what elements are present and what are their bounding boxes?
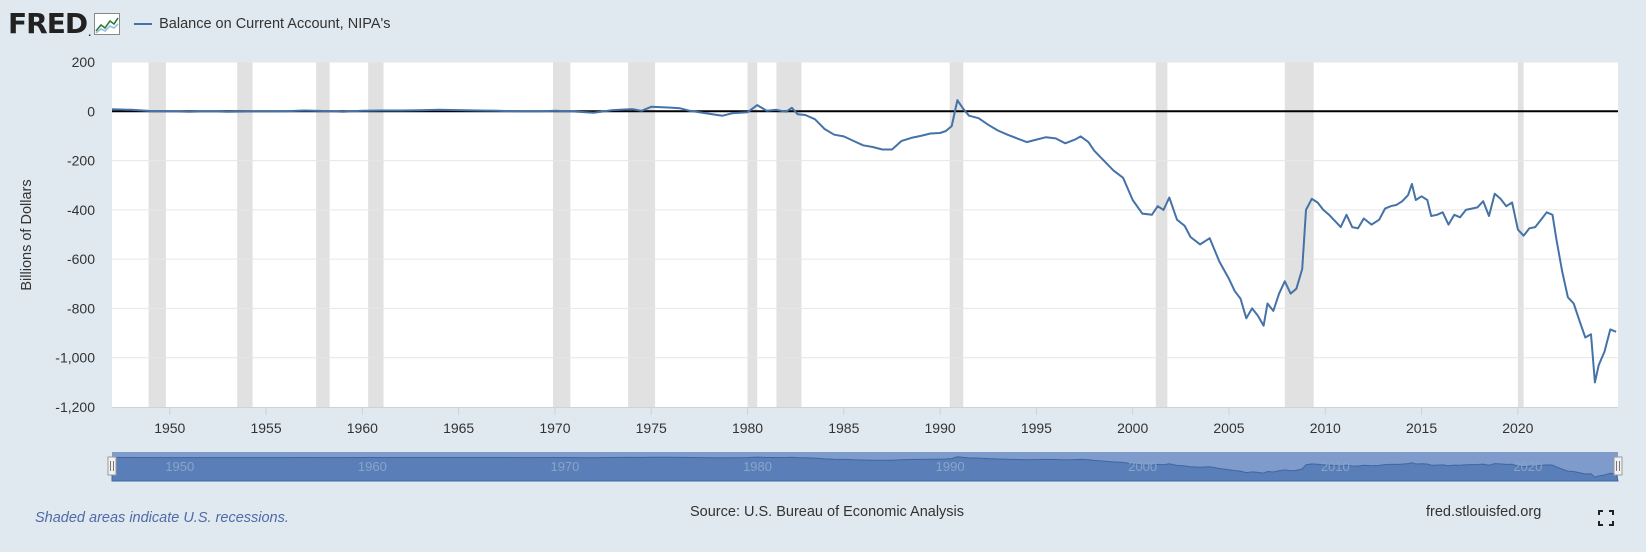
recession-band <box>1155 62 1168 407</box>
gridlines <box>112 61 1618 359</box>
x-tick-label: 1980 <box>732 420 763 436</box>
navigator-left-handle[interactable] <box>107 456 117 476</box>
recession-band <box>1284 62 1314 407</box>
y-tick-label: -800 <box>67 300 95 316</box>
recession-band <box>949 62 964 407</box>
recession-band <box>237 62 253 407</box>
y-tick-label: -400 <box>67 202 95 218</box>
navigator-right-handle[interactable] <box>1613 456 1623 476</box>
plot-background <box>112 62 1618 407</box>
x-tick-label: 1990 <box>925 420 956 436</box>
x-tick-label: 2000 <box>1117 420 1148 436</box>
navigator-tick-labels: 1950 1960 1970 1980 1990 2000 2010 2020 <box>165 459 1542 474</box>
x-tick-label: 1985 <box>828 420 859 436</box>
recession-band <box>368 62 384 407</box>
y-tick-label: 0 <box>87 103 95 119</box>
navigator-tick-label: 2020 <box>1513 459 1542 474</box>
recession-band <box>553 62 571 407</box>
legend-swatch <box>134 23 153 25</box>
y-tick-label: -1,000 <box>55 350 95 366</box>
legend[interactable]: Balance on Current Account, NIPA's <box>134 16 391 32</box>
handle-grip[interactable] <box>1613 456 1623 476</box>
x-tick-labels: 1950 1955 1960 1965 1970 1975 1980 1985 1990 1995… <box>154 407 1534 436</box>
series-line <box>111 99 1617 384</box>
navigator-tick-label: 2000 <box>1128 459 1157 474</box>
recession-band <box>148 62 166 407</box>
recession-note: Shaded areas indicate U.S. recessions. <box>35 510 289 526</box>
recession-bands <box>148 62 1524 407</box>
x-tick-label: 2015 <box>1406 420 1437 436</box>
recession-band <box>316 62 330 407</box>
recession-band <box>628 62 656 407</box>
logo-mark: . <box>88 29 91 38</box>
x-tick-label: 2020 <box>1502 420 1533 436</box>
navigator-tick-label: 1960 <box>358 459 387 474</box>
x-tick-label: 1960 <box>347 420 378 436</box>
fullscreen-icon[interactable] <box>1598 510 1614 526</box>
x-tick-label: 2005 <box>1213 420 1244 436</box>
y-tick-label: -1,200 <box>55 399 95 415</box>
navigator-tick-label: 1970 <box>550 459 579 474</box>
logo-text: FRED <box>8 7 88 40</box>
recession-band <box>1517 62 1524 407</box>
y-tick-label: -600 <box>67 251 95 267</box>
navigator-series-area <box>111 456 1619 482</box>
navigator[interactable]: 1950 1960 1970 1980 1990 2000 2010 2020 <box>107 452 1623 482</box>
navigator-tick-label: 2010 <box>1321 459 1350 474</box>
header: FRED. Balance on Current Account, NIPA's <box>8 6 391 42</box>
recession-band <box>776 62 802 407</box>
x-tick-label: 1965 <box>443 420 474 436</box>
y-tick-label: 200 <box>72 54 96 70</box>
legend-label: Balance on Current Account, NIPA's <box>159 16 391 32</box>
navigator-tick-label: 1950 <box>165 459 194 474</box>
x-tick-label: 2010 <box>1310 420 1341 436</box>
fred-logo[interactable]: FRED. <box>8 7 91 40</box>
recession-band <box>747 62 758 407</box>
y-tick-labels: 200 0 -200 -400 -600 -800 -1,000 -1,200 <box>55 54 95 415</box>
main-plot: 2000-200-400-600-800-1,000-1,200 1950 195… <box>19 54 1618 436</box>
navigator-tick-label: 1980 <box>743 459 772 474</box>
y-axis-label: Billions of Dollars <box>19 179 35 290</box>
x-tick-label: 1950 <box>154 420 185 436</box>
navigator-tick-label: 1990 <box>936 459 965 474</box>
handle-grip[interactable] <box>107 456 117 476</box>
x-tick-label: 1975 <box>636 420 667 436</box>
x-tick-label: 1995 <box>1021 420 1052 436</box>
source-text: Source: U.S. Bureau of Economic Analysis <box>690 504 965 520</box>
site-link[interactable]: fred.stlouisfed.org <box>1426 504 1542 520</box>
y-tick-label: -200 <box>67 153 95 169</box>
x-tick-label: 1970 <box>539 420 570 436</box>
graph-logo-icon <box>94 13 121 35</box>
x-tick-label: 1955 <box>250 420 281 436</box>
